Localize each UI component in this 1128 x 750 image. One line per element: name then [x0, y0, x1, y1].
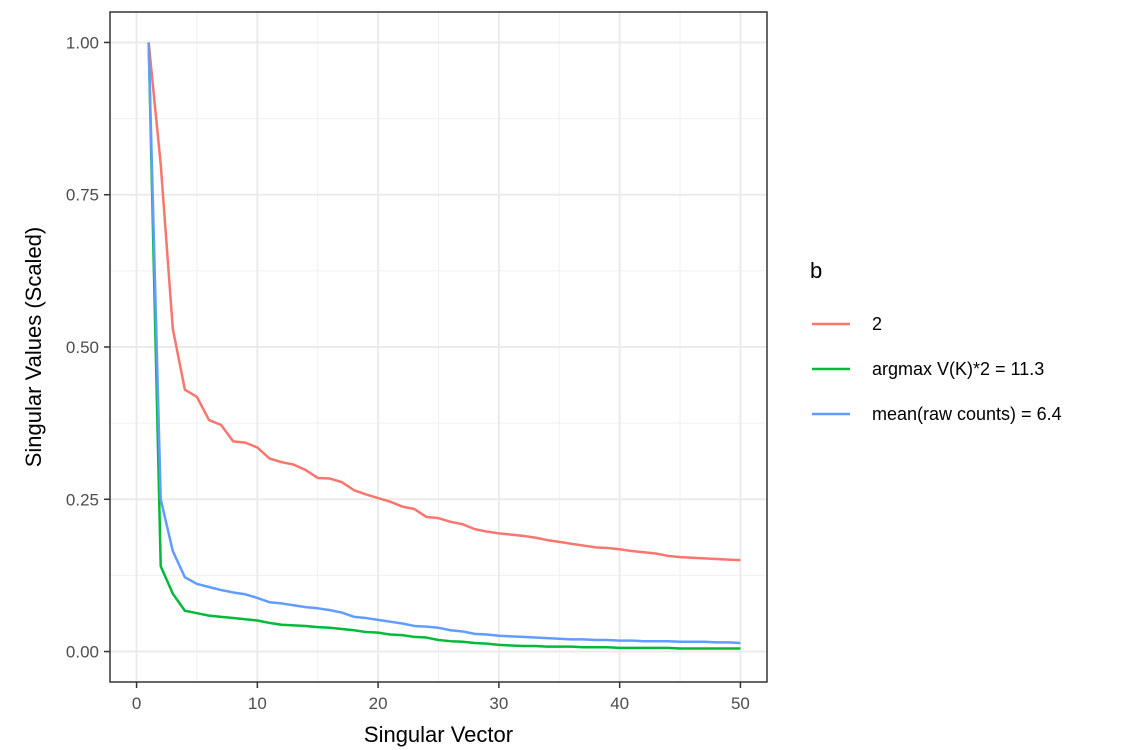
x-tick-label: 0 [132, 694, 141, 713]
axes: 0 10 20 30 40 50 0.00 0.25 0.50 0.75 1.00 [66, 33, 750, 713]
y-tick-label: 0.75 [66, 186, 99, 205]
legend-label-2: argmax V(K)*2 = 11.3 [872, 359, 1044, 379]
x-tick-label: 50 [731, 694, 750, 713]
legend-items: 2 argmax V(K)*2 = 11.3 mean(raw counts) = … [812, 314, 1062, 424]
y-tick-label: 1.00 [66, 33, 99, 52]
grid-lines [110, 12, 767, 682]
x-tick-label: 30 [489, 694, 508, 713]
x-tick-label: 10 [248, 694, 267, 713]
legend: b 2 argmax V(K)*2 = 11.3 mean(raw counts) … [810, 258, 1062, 424]
y-axis-title: Singular Values (Scaled) [21, 227, 46, 468]
series-line-2 [147, 42, 741, 650]
y-tick-label: 0.50 [66, 338, 99, 357]
series-line-3 [147, 42, 741, 645]
x-tick-label: 40 [610, 694, 629, 713]
series-layer [147, 42, 741, 650]
y-tick-label: 0.25 [66, 490, 99, 509]
series-line-1 [147, 42, 741, 562]
x-axis-title: Singular Vector [364, 722, 513, 747]
legend-label-1: 2 [872, 314, 882, 334]
legend-title: b [810, 258, 822, 283]
legend-label-3: mean(raw counts) = 6.4 [872, 404, 1062, 424]
x-tick-label: 20 [369, 694, 388, 713]
y-tick-label: 0.00 [66, 643, 99, 662]
